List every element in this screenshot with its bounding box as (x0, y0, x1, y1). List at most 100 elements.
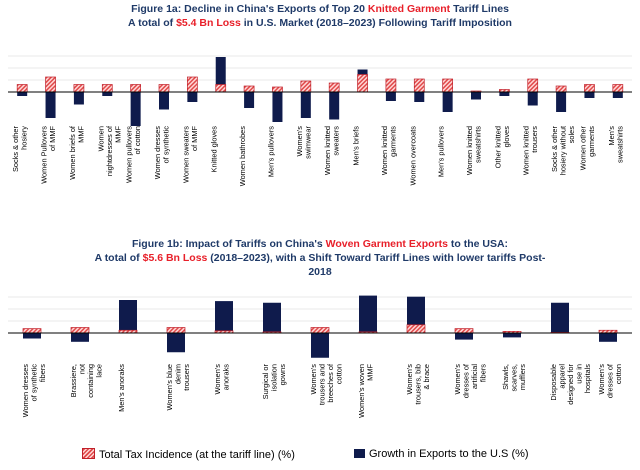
tax-bar (406, 324, 426, 334)
category-label: Knitted gloves (210, 126, 219, 173)
category-label: Women pulloversof cotton (125, 126, 143, 183)
growth-bar (311, 333, 329, 358)
growth-bar (159, 92, 169, 110)
growth-bar (300, 92, 311, 118)
category-label: Women dressesof synthetic (153, 126, 171, 180)
category-label: Womennightdresses ofMMF (96, 125, 122, 176)
tax-bar (22, 328, 42, 334)
tax-bar (584, 84, 595, 93)
category-label: Women overcoats (408, 126, 417, 186)
category-label: Women othergarments (578, 125, 596, 170)
category-label: Men's anoraks (117, 364, 126, 412)
growth-bar (23, 333, 41, 339)
fig1a-title-line2: A total of $5.4 Bn Loss in U.S. Market (… (128, 17, 512, 29)
growth-bar (45, 92, 56, 118)
category-label: Shawls,scarves,mufflers (501, 364, 527, 392)
growth-bar (442, 92, 453, 112)
category-label: Women'strousers andbreeches ofcotton (309, 363, 344, 405)
category-label: Men's pullovers (437, 126, 446, 177)
growth-bar (499, 92, 510, 96)
growth-bar (71, 333, 89, 342)
category-label: Women Pulloversof MMF (40, 126, 58, 184)
tax-bar (16, 84, 28, 93)
tax-bar (166, 327, 186, 334)
legend-swatch-tax (82, 448, 95, 459)
tax-bar (272, 86, 283, 93)
tax-bar (300, 80, 312, 93)
tax-bar (73, 84, 85, 93)
fig1a-chart: Socks & otherhosiery Women Pulloversof MM… (8, 55, 632, 187)
category-label: Women'sanoraks (213, 364, 231, 395)
tax-bar (385, 78, 397, 93)
tax-bar (357, 74, 368, 93)
tax-bar (158, 84, 170, 93)
legend-item-tax: Total Tax Incidence (at the tariff line)… (82, 448, 295, 461)
tax-bar (328, 82, 340, 93)
category-label: Women's bluedenimtrousers (165, 364, 191, 411)
tax-bar (555, 85, 567, 93)
growth-bar (17, 92, 28, 96)
category-label: Surgical orisolationgowns (261, 363, 287, 399)
growth-bar (187, 92, 198, 102)
category-label: Women's wovenMMF (357, 364, 375, 418)
tax-bar (215, 84, 227, 93)
tax-bar (527, 78, 539, 93)
tax-bar (70, 327, 90, 334)
category-label: Men's briefs (352, 126, 361, 166)
growth-bar (385, 92, 396, 101)
category-label: Women bathrobes (238, 126, 247, 187)
category-label: Women knittedgarments (380, 126, 398, 175)
tax-bar (454, 328, 474, 334)
growth-bar (599, 333, 617, 342)
growth-bar (263, 302, 281, 333)
category-label: Women'strousers, bib& brace (405, 364, 431, 405)
fig1a-title-line1: Figure 1a: Decline in China's Exports of… (131, 3, 509, 15)
growth-bar (215, 301, 233, 333)
growth-bar (244, 92, 255, 108)
category-label: Women sweatersof MMF (181, 126, 199, 183)
tax-bar (101, 84, 113, 93)
growth-bar (215, 57, 226, 92)
category-label: Women'sdresses ofcotton (597, 363, 623, 398)
growth-bar (272, 92, 283, 122)
growth-bar (556, 92, 567, 112)
legend-swatch-growth (354, 449, 365, 458)
category-label: Socks & otherhosiery (11, 125, 29, 172)
category-label: Disposableappareldesigned foruse inhospi… (549, 363, 592, 404)
growth-bar (503, 333, 521, 338)
growth-bar (73, 92, 84, 105)
growth-bar (130, 92, 141, 126)
category-label: Brassiere,notcontaininglace (69, 364, 104, 398)
fig1b-title-line1: Figure 1b: Impact of Tariffs on China's … (131, 238, 509, 250)
legend-label-tax: Total Tax Incidence (at the tariff line)… (99, 449, 295, 461)
category-label: Women dressesof syntheticfibers (21, 364, 47, 418)
category-label: Socks & otherhosiery withoutsoles (550, 125, 576, 175)
category-label: Men'ssweatshirts (607, 126, 625, 163)
tax-bar (187, 76, 198, 93)
growth-bar (584, 92, 595, 98)
growth-bar (407, 296, 425, 333)
fig1b-chart: Women dressesof syntheticfibers Brassiere… (8, 295, 632, 418)
category-label: Women knittedsweatshirts (465, 126, 483, 175)
growth-bar (119, 300, 137, 333)
category-label: Men's pullovers (266, 126, 275, 177)
category-label: Other knittedgloves (493, 126, 511, 169)
charts-canvas: Socks & otherhosiery Women Pulloversof MM… (8, 55, 632, 418)
category-label: Women knittedtrousers (522, 126, 540, 175)
category-label: Women'sdresses ofartificialfibers (453, 363, 488, 398)
tax-bar (442, 78, 453, 93)
tax-bar (243, 85, 255, 93)
fig1b-title-line2: A total of $5.6 Bn Loss (2018–2023), wit… (94, 252, 546, 264)
category-label: Women knittedsweaters (323, 126, 341, 175)
growth-bar (329, 92, 340, 120)
legend-label-growth: Growth in Exports to the U.S (%) (369, 448, 529, 460)
growth-bar (551, 302, 569, 333)
fig1b-title-line3: 2018 (308, 266, 332, 278)
growth-bar (527, 92, 538, 106)
growth-bar (455, 333, 473, 340)
growth-bar (359, 295, 377, 333)
growth-bar (612, 92, 623, 98)
growth-bar (102, 92, 113, 96)
legend: Total Tax Incidence (at the tariff line)… (0, 446, 640, 466)
growth-bar (471, 92, 481, 100)
